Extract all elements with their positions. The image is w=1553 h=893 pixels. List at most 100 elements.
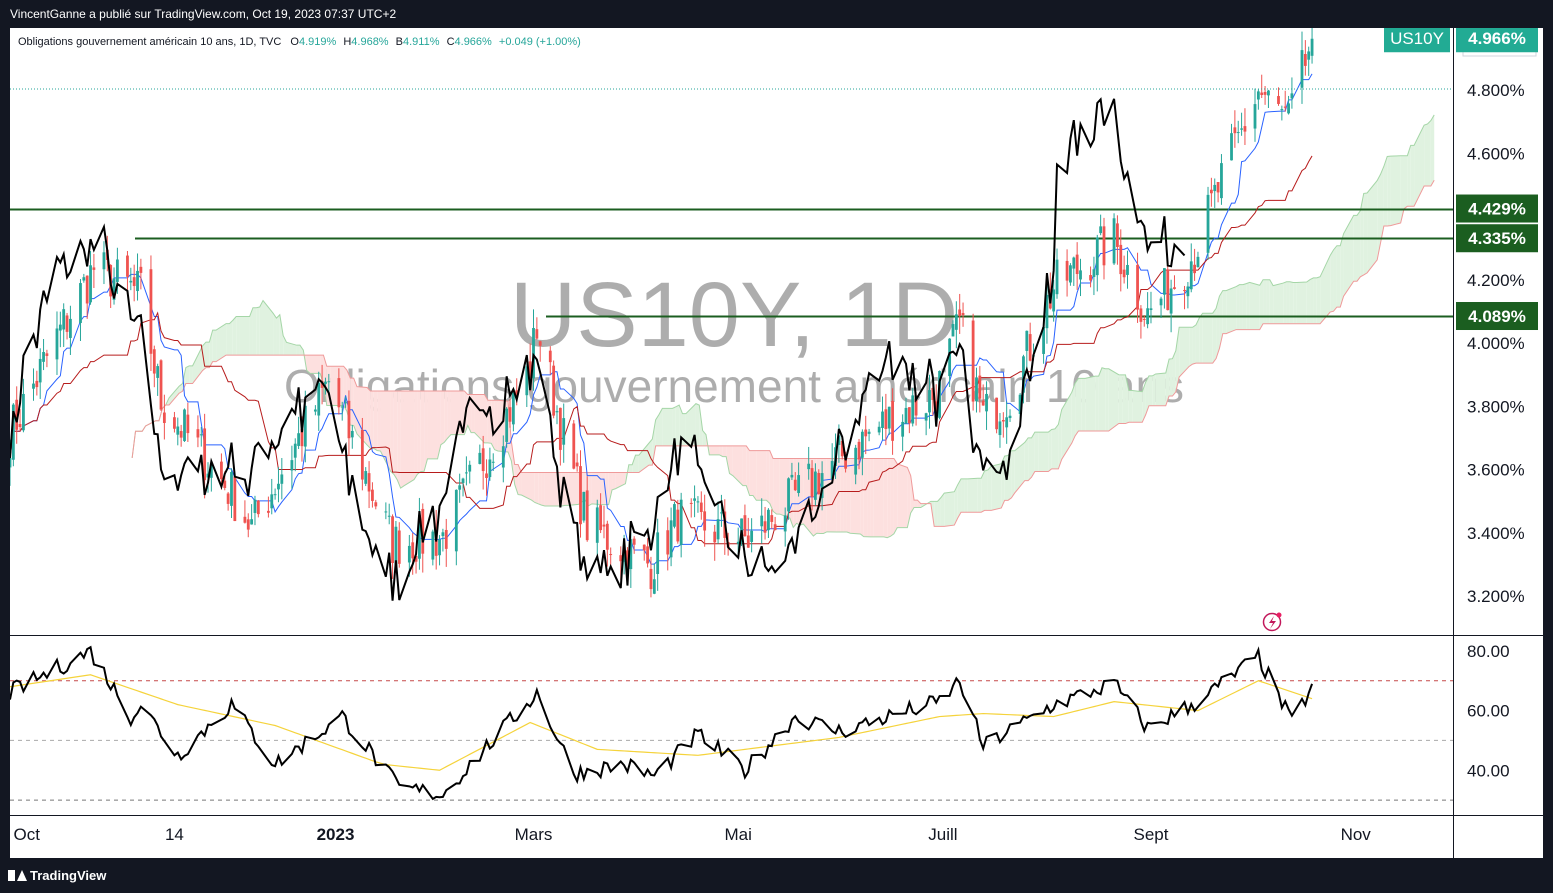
candle-body (1287, 103, 1290, 114)
kumo-segment (635, 455, 639, 473)
kumo-segment (169, 386, 180, 405)
candle-body (763, 521, 767, 533)
candle-body (69, 318, 72, 338)
kumo-segment (914, 500, 918, 508)
candle-body (1092, 269, 1096, 277)
kumo-segment (746, 445, 750, 496)
kumo-segment (659, 408, 663, 446)
candle-body (1008, 415, 1012, 419)
chart-area[interactable]: US10Y, 1D Obligations gouvernement améri… (8, 20, 1543, 858)
overlay-line-series (9, 97, 1186, 601)
kumo-segment (1336, 245, 1341, 308)
kumo-segment (840, 458, 844, 533)
candle-body (1253, 104, 1257, 129)
candle-body (246, 519, 250, 530)
kumo-segment (1108, 368, 1119, 432)
candle-body (360, 430, 364, 480)
candle-body (250, 519, 254, 525)
kumo-segment (682, 413, 686, 446)
kumo-segment (440, 390, 445, 445)
candle-body (575, 462, 579, 467)
legend-high-value: 4.968% (351, 36, 389, 48)
candle-body (558, 407, 562, 450)
candle-body (1283, 106, 1287, 108)
senkou-span-b (131, 180, 1435, 527)
candle-body (844, 457, 847, 469)
kumo-segment (591, 472, 602, 505)
price-axis[interactable]: % 4.800%4.600%4.200%4.000%3.800%3.600%3.… (1384, 25, 1538, 606)
kumo-segment (511, 441, 515, 485)
kumo-segment (1239, 284, 1243, 330)
kumo-segment (1410, 145, 1415, 207)
candle-body (468, 464, 472, 472)
candle-body (1136, 264, 1139, 310)
candle-body (887, 406, 891, 429)
candle-body (1193, 264, 1197, 274)
kumo-segment (353, 378, 357, 434)
kumo-segment (420, 390, 425, 472)
candle-body (1075, 254, 1079, 275)
kumo-segment (531, 472, 535, 503)
candle-body (327, 381, 331, 383)
kumo-segment (256, 307, 260, 356)
candle-body (65, 315, 69, 332)
kumo-segment (279, 314, 284, 356)
kumo-segment (1383, 156, 1388, 227)
candle-body (525, 366, 529, 396)
kumo-segment (709, 445, 720, 455)
candle-body (1079, 270, 1082, 280)
price-chart[interactable]: US10Y, 1D Obligations gouvernement améri… (8, 20, 1543, 858)
candle-body (807, 463, 811, 470)
candle-body (562, 418, 566, 445)
kumo-segment (749, 450, 753, 496)
candle-body (652, 579, 656, 594)
candle-body (1300, 50, 1304, 88)
kumo-segment (299, 345, 304, 356)
kumo-segment (672, 406, 676, 446)
candle-body (293, 443, 297, 458)
candle-body (32, 383, 35, 389)
candle-body (397, 530, 401, 564)
candle-body (1122, 269, 1126, 278)
price-tick-label: 3.200% (1467, 587, 1525, 606)
candle-body (1236, 132, 1240, 134)
candle-body (280, 474, 284, 484)
candle-body (1303, 54, 1307, 66)
candle-body (82, 277, 86, 281)
time-axis[interactable]: Oct 14 2023 Mars Mai Juill Sept Nov (14, 825, 1372, 844)
kumo-segment (276, 314, 280, 356)
kumo-segment (934, 501, 938, 527)
level-badge (1456, 224, 1538, 253)
legend-low-label: B (396, 36, 403, 48)
kumo-segment (1289, 281, 1294, 324)
candle-body (914, 395, 918, 416)
candle-body (901, 421, 905, 437)
kumo-segment (981, 471, 985, 513)
candle-body (290, 460, 294, 471)
kumo-segment (1263, 279, 1267, 324)
kumo-segment (1363, 192, 1368, 275)
kumo-segment (534, 472, 539, 504)
horizontal-levels[interactable] (10, 208, 1453, 318)
kumo-segment (1105, 368, 1109, 432)
candle-body (394, 526, 398, 566)
candle-body (1139, 308, 1143, 322)
kumo-segment (776, 458, 780, 515)
candle-body (508, 407, 512, 422)
kumo-segment (259, 300, 264, 356)
kumo-segment (1014, 442, 1025, 493)
candle-body (1042, 327, 1045, 354)
candle-body (62, 309, 66, 330)
candle-body (975, 377, 978, 402)
kumo-segment (1353, 215, 1358, 282)
kumo-segment (967, 478, 978, 513)
price-tick-label: 4.600% (1467, 144, 1525, 163)
kumo-segment (1430, 114, 1435, 186)
candle-body (555, 411, 559, 413)
kumo-segment (350, 378, 354, 426)
tradingview-logo[interactable]: TradingView (8, 868, 106, 883)
kumo-segment (1316, 276, 1321, 324)
flash-icon[interactable] (1262, 612, 1282, 632)
candle-body (35, 380, 39, 388)
kumo-segment (263, 300, 274, 356)
